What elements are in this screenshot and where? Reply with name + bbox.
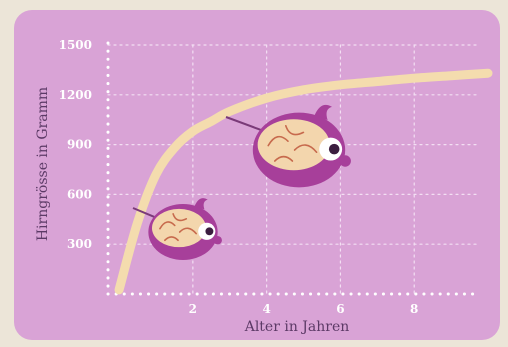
brain-folds [257, 119, 330, 171]
brain-fold-line [172, 213, 188, 222]
x-tick-label: 4 [262, 302, 270, 316]
y-tick-label: 1200 [59, 88, 92, 102]
brain-fold-line [178, 227, 197, 235]
x-tick-label: 8 [410, 302, 418, 316]
brain-icon [225, 104, 351, 188]
brain-folds [151, 208, 207, 248]
brain-fold-line [267, 135, 289, 147]
annotation-layer [132, 104, 351, 261]
y-axis-title: Hirngrösse in Gramm [35, 87, 51, 241]
pointer-line [225, 116, 262, 132]
x-tick-label: 2 [189, 302, 197, 316]
y-tick-label: 1500 [59, 38, 92, 52]
pointer-line [132, 207, 156, 219]
eye-pupil [328, 143, 340, 155]
brain-fold-line [293, 144, 318, 153]
brain-fold-line [285, 125, 305, 136]
chart-panel [14, 10, 500, 340]
axes: 300 600 900 1200 1500 2 4 6 8 [59, 38, 482, 316]
brain-icon [132, 198, 222, 261]
y-tick-label: 600 [67, 187, 92, 201]
nose [213, 235, 222, 245]
y-tick-label: 900 [67, 138, 92, 152]
series-layer [114, 68, 493, 295]
brain-fold-line [159, 221, 176, 230]
nose [339, 155, 351, 167]
y-tick-label: 300 [67, 237, 92, 251]
brain-fold-line [164, 236, 179, 242]
x-tick-label: 6 [336, 302, 344, 316]
eye-pupil [205, 227, 214, 236]
brain-fold-line [274, 155, 294, 162]
x-axis-title: Alter in Jahren [244, 319, 350, 335]
brain-growth-curve [114, 68, 493, 295]
